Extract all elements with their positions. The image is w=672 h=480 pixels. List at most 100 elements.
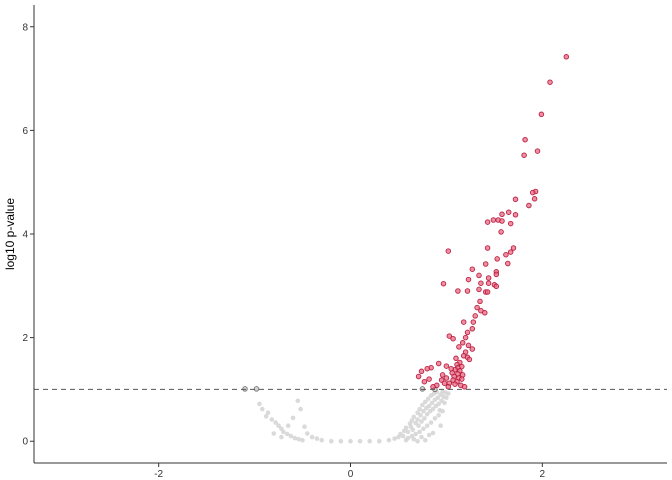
nonsignificant-point (430, 406, 436, 412)
nonsignificant-point (295, 398, 301, 404)
significant-point (493, 283, 500, 290)
nonsignificant-point (400, 433, 406, 439)
significant-point (459, 376, 465, 382)
significant-point (512, 212, 519, 218)
significant-point (464, 329, 471, 336)
nonsignificant-point (415, 438, 420, 444)
nonsignificant-point (425, 396, 431, 402)
nonsignificant-point (432, 416, 438, 421)
significant-point (505, 209, 512, 215)
nonsignificant-point (415, 417, 420, 422)
nonsignificant-point (288, 433, 294, 439)
nonsignificant-point (271, 431, 277, 436)
significant-point (521, 152, 527, 158)
nonsignificant-point (429, 400, 435, 406)
nonsignificant-point (426, 432, 432, 438)
significant-point (490, 217, 497, 223)
y-tick-label: 0 (22, 437, 28, 448)
nonsignificant-point (411, 414, 417, 420)
significant-point (534, 148, 541, 154)
significant-point (465, 342, 472, 349)
nonsignificant-point (260, 406, 265, 412)
significant-point (469, 326, 476, 332)
nonsignificant-point (410, 427, 416, 433)
nonsignificant-point (409, 418, 415, 423)
data-points (242, 54, 570, 444)
nonsignificant-point (329, 438, 334, 444)
nonsignificant-point (422, 416, 427, 421)
nonsignificant-point (357, 438, 363, 444)
significant-point (510, 245, 517, 251)
significant-point (493, 271, 500, 278)
significant-point (421, 378, 428, 385)
significant-point (469, 266, 476, 272)
significant-point (499, 218, 505, 224)
significant-point (522, 136, 528, 143)
significant-point (499, 211, 505, 218)
nonsignificant-point (309, 434, 315, 440)
significant-point (418, 368, 425, 375)
x-tick-label: 0 (348, 469, 354, 480)
nonsignificant-point (263, 414, 269, 419)
significant-point (450, 335, 456, 342)
nonsignificant-point (438, 423, 444, 429)
significant-point (476, 272, 482, 279)
significant-point (498, 229, 504, 235)
significant-point (435, 360, 442, 367)
significant-point (445, 384, 452, 390)
nonsignificant-point (424, 423, 430, 429)
nonsignificant-point (420, 402, 425, 408)
significant-point (460, 319, 467, 325)
nonsignificant-point (300, 437, 305, 443)
significant-point (446, 333, 453, 339)
y-tick-label: 6 (22, 126, 28, 137)
nonsignificant-point (416, 423, 421, 429)
nonsignificant-point (436, 401, 442, 407)
significant-point (465, 276, 472, 283)
y-tick-label: 2 (22, 333, 28, 344)
nonsignificant-point (426, 403, 432, 409)
significant-point (424, 365, 430, 372)
nonsignificant-point (417, 429, 422, 435)
nonsignificant-point (411, 436, 417, 442)
significant-point (538, 111, 545, 118)
significant-point (482, 261, 489, 267)
nonsignificant-point (290, 415, 296, 421)
nonsignificant-point (273, 420, 279, 425)
nonsignificant-point (314, 436, 320, 441)
significant-point (443, 375, 450, 381)
significant-point (440, 280, 447, 287)
significant-point (426, 376, 432, 382)
y-axis-ticks: 0 2 4 6 8 (22, 22, 34, 448)
nonsignificant-point (403, 437, 409, 443)
significant-point (563, 54, 570, 60)
significant-point (470, 319, 477, 325)
nonsignificant-point (284, 431, 290, 437)
significant-point (469, 346, 476, 352)
nonsignificant-point (377, 438, 382, 444)
nonsignificant-point (413, 431, 419, 437)
x-tick-label: 2 (540, 469, 546, 480)
nonsignificant-point (405, 429, 411, 435)
significant-point (430, 384, 436, 390)
significant-point (507, 220, 514, 227)
significant-point (507, 249, 514, 255)
significant-point (529, 189, 536, 196)
significant-point (448, 365, 454, 372)
significant-point (485, 275, 492, 281)
significant-point (459, 340, 466, 346)
significant-point (453, 355, 459, 362)
significant-point (482, 310, 488, 316)
nonsignificant-point (418, 413, 423, 418)
significant-point (441, 380, 448, 386)
nonsignificant-point (276, 423, 281, 429)
nonsignificant-point (419, 419, 424, 424)
significant-point (505, 260, 511, 267)
nonsignificant-point (423, 399, 428, 405)
nonsignificant-point (392, 436, 397, 441)
nonsignificant-point (435, 395, 441, 401)
nonsignificant-point (348, 438, 353, 444)
borderline-point (419, 386, 426, 392)
significant-point (512, 196, 519, 203)
significant-point (464, 288, 471, 294)
